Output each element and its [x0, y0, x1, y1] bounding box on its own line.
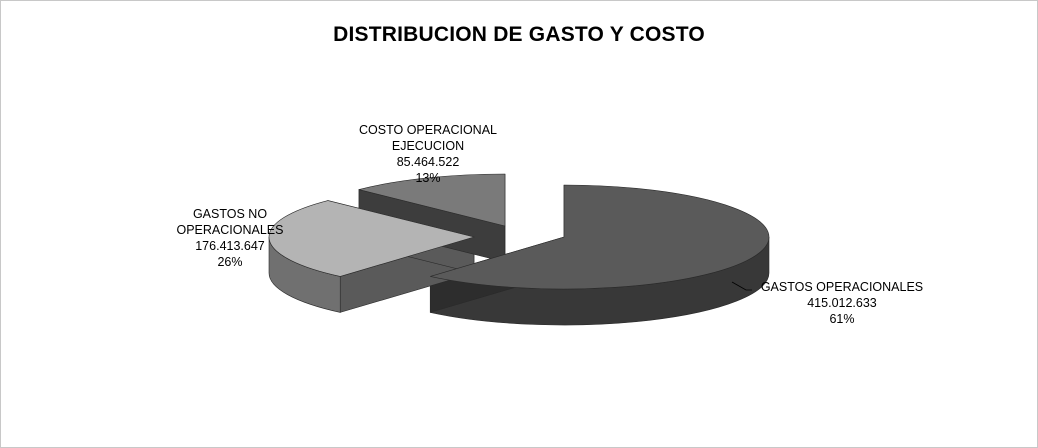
data-label-name: COSTO OPERACIONAL — [359, 123, 497, 137]
data-label-name: GASTOS OPERACIONALES — [760, 280, 924, 294]
data-label-percent: 26% — [217, 255, 243, 269]
data-label-gastos-no-operacionales: GASTOS NO OPERACIONALES 176.413.647 26% — [160, 206, 300, 270]
data-label-name: GASTOS NO — [192, 207, 268, 221]
leader-line — [731, 281, 752, 291]
data-label-percent: 61% — [829, 312, 855, 326]
pie-slice — [430, 184, 770, 290]
pie-slice — [268, 200, 476, 277]
data-label-value: 85.464.522 — [396, 155, 460, 169]
data-label-percent: 13% — [415, 171, 441, 185]
data-label-value: 415.012.633 — [807, 296, 877, 310]
data-label-costo-operacional: COSTO OPERACIONAL EJECUCION 85.464.522 1… — [340, 122, 516, 186]
pie-slice — [358, 173, 506, 227]
chart-title: DISTRIBUCION DE GASTO Y COSTO — [333, 23, 705, 46]
data-label-name-line2: OPERACIONALES — [176, 223, 284, 237]
data-label-name-line2: EJECUCION — [391, 139, 465, 153]
data-label-value: 176.413.647 — [195, 239, 265, 253]
data-label-gastos-operacionales: GASTOS OPERACIONALES 415.012.633 61% — [742, 279, 942, 327]
